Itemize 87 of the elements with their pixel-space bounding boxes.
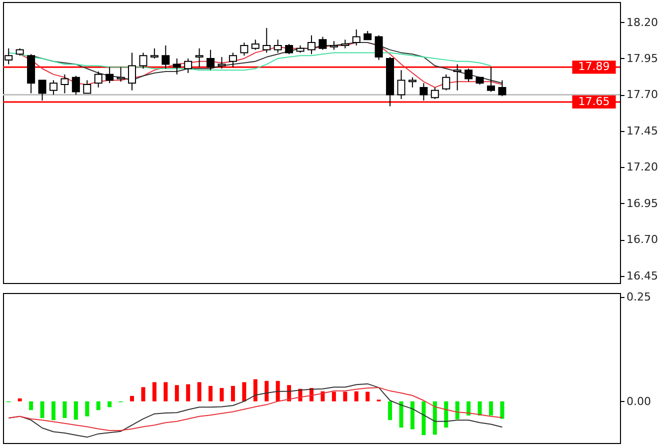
candlestick bbox=[308, 34, 316, 55]
y-tick-label: 17.70 bbox=[626, 88, 658, 102]
bar bbox=[108, 401, 112, 408]
bar bbox=[500, 401, 504, 419]
bar bbox=[410, 401, 414, 430]
bar bbox=[208, 386, 213, 402]
candlestick bbox=[60, 74, 69, 94]
bar bbox=[141, 387, 146, 402]
bar bbox=[152, 382, 156, 402]
bar bbox=[478, 401, 482, 416]
candlestick bbox=[240, 42, 248, 56]
bar bbox=[466, 401, 471, 416]
y-tick-label: 17.45 bbox=[626, 124, 658, 138]
candlestick bbox=[38, 80, 46, 101]
candlestick bbox=[72, 75, 80, 96]
candlestick bbox=[83, 80, 92, 94]
bar bbox=[130, 396, 134, 402]
bar bbox=[220, 388, 224, 402]
bar bbox=[186, 384, 190, 402]
bar bbox=[51, 401, 56, 420]
bar bbox=[96, 401, 100, 410]
candlestick bbox=[195, 48, 204, 68]
bar bbox=[264, 380, 269, 402]
ref-line-label: 17.89 bbox=[578, 60, 610, 74]
bar bbox=[422, 401, 426, 436]
bar bbox=[18, 398, 22, 402]
bar bbox=[366, 392, 370, 402]
candlestick bbox=[397, 70, 406, 100]
candlestick bbox=[408, 76, 416, 88]
bar bbox=[40, 401, 44, 418]
bar bbox=[62, 401, 67, 418]
bar bbox=[29, 401, 34, 410]
bar bbox=[332, 392, 336, 402]
candlestick bbox=[285, 44, 294, 55]
candlestick bbox=[228, 52, 237, 68]
candlestick bbox=[172, 58, 181, 75]
bar bbox=[276, 380, 280, 402]
y-tick-label: 16.95 bbox=[626, 196, 658, 210]
candlestick bbox=[106, 66, 114, 84]
candlestick bbox=[374, 34, 383, 60]
candlestick bbox=[464, 68, 473, 82]
candlestick bbox=[486, 66, 495, 92]
bar bbox=[74, 401, 78, 420]
candlestick bbox=[94, 71, 102, 88]
bar bbox=[85, 401, 90, 416]
y-tick-label: 17.20 bbox=[626, 160, 658, 174]
bar bbox=[444, 401, 448, 428]
candlestick bbox=[430, 86, 439, 100]
candlestick bbox=[274, 39, 282, 54]
bar bbox=[164, 382, 168, 402]
candlestick bbox=[162, 44, 170, 70]
candlestick bbox=[453, 64, 462, 91]
candlestick bbox=[318, 36, 327, 50]
candlestick bbox=[150, 48, 158, 59]
candlestick bbox=[128, 52, 136, 91]
candlestick bbox=[420, 82, 428, 101]
candlestick bbox=[116, 66, 125, 82]
y-tick-label: 17.95 bbox=[626, 52, 658, 65]
y-tick-label: 16.45 bbox=[626, 269, 658, 282]
candlestick bbox=[442, 74, 450, 91]
bar bbox=[354, 391, 358, 402]
bar bbox=[253, 379, 258, 402]
y-tick-label: 18.20 bbox=[626, 16, 658, 29]
bar bbox=[197, 382, 202, 402]
candlestick bbox=[498, 80, 506, 97]
bar bbox=[174, 385, 179, 402]
bar bbox=[399, 401, 404, 428]
candlestick bbox=[251, 39, 260, 50]
candlestick bbox=[49, 80, 58, 96]
y-tick-label: 0.00 bbox=[626, 394, 651, 408]
y-tick-label: 0.25 bbox=[626, 290, 651, 304]
bar bbox=[320, 391, 325, 402]
y-tick-label: 16.70 bbox=[626, 233, 658, 246]
line-series bbox=[8, 387, 503, 431]
bar bbox=[432, 401, 437, 435]
bar bbox=[388, 401, 392, 420]
bar bbox=[242, 382, 246, 402]
ref-line-label: 17.65 bbox=[578, 94, 610, 108]
candlestick bbox=[206, 49, 215, 71]
candlestick bbox=[184, 58, 192, 74]
bar bbox=[455, 401, 460, 420]
bar bbox=[343, 392, 348, 402]
candlestick bbox=[139, 52, 148, 70]
candlestick bbox=[262, 28, 271, 54]
candlestick bbox=[352, 29, 360, 46]
bar bbox=[488, 401, 493, 416]
bar bbox=[230, 386, 235, 402]
